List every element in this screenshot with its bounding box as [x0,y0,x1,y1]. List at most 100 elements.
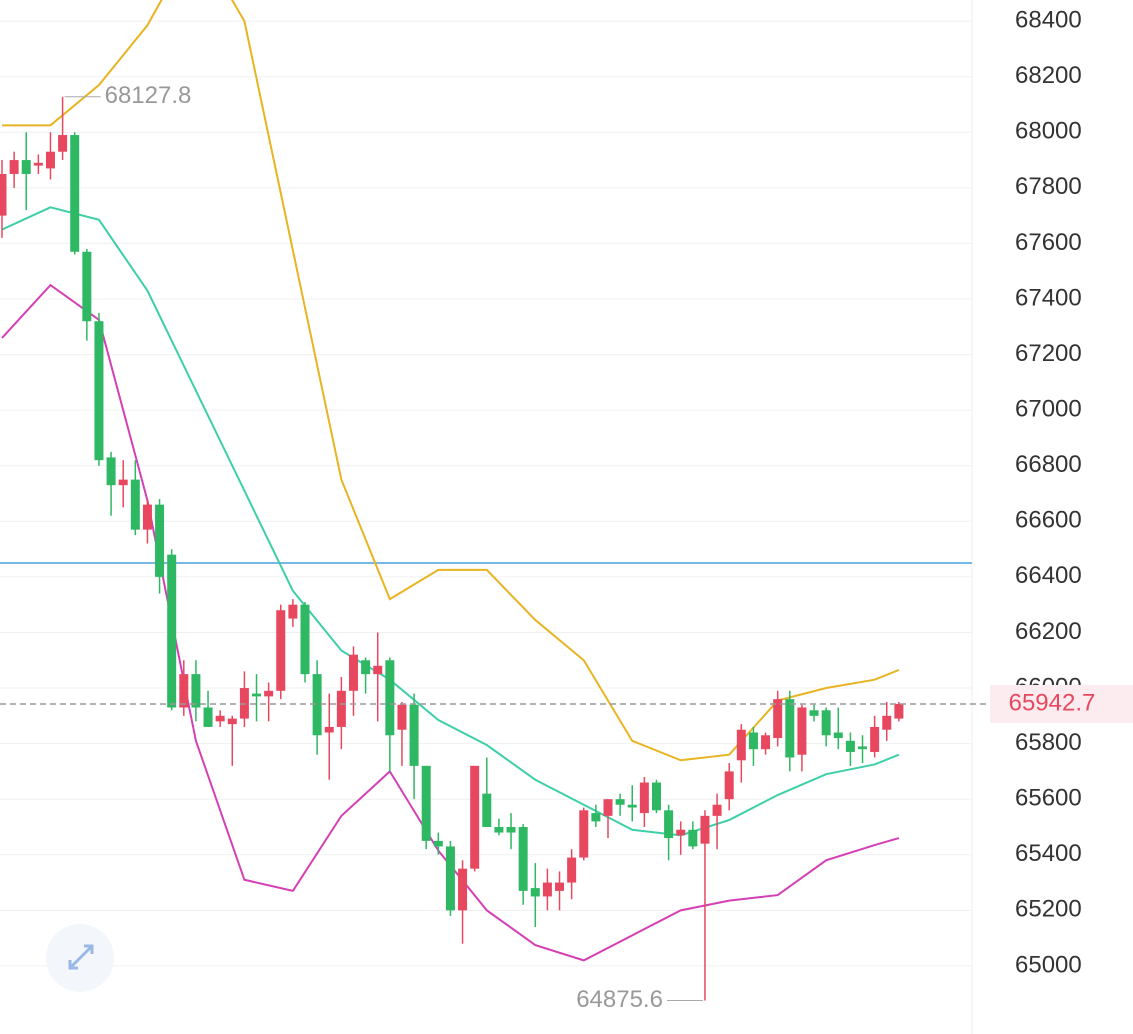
candle-body [215,715,225,722]
y-tick-label: 65400 [1015,840,1082,867]
candle-body [688,829,698,847]
y-tick-label: 66800 [1015,451,1082,478]
candle-body [518,826,528,891]
candle-body [700,815,710,844]
candle-body [494,826,504,833]
candle-body [761,735,771,750]
candle-body [191,674,201,708]
candle-body [300,604,310,675]
max-label: 68127.8 [105,82,192,109]
candle-body [433,840,443,847]
y-tick-label: 65000 [1015,951,1082,978]
candle-body [639,782,649,814]
candle-body [712,804,722,816]
candle-body [9,160,19,174]
candle-body [664,810,674,839]
candle-body [773,699,783,739]
candle-body [555,882,565,891]
y-tick-label: 67000 [1015,395,1082,422]
y-tick-label: 65800 [1015,729,1082,756]
last-price-box [990,684,1133,723]
y-tick-label: 68400 [1015,6,1082,33]
candle-body [736,729,746,761]
y-tick-label: 65600 [1015,785,1082,812]
candle-body [264,690,274,697]
candle-body [336,690,346,727]
candle-body [118,479,128,486]
candle-body [809,710,819,716]
candle-body [324,726,334,733]
candle-body [179,674,189,708]
candle-body [724,771,734,800]
y-tick-label: 65200 [1015,896,1082,923]
candle-body [482,793,492,827]
y-tick-label: 68200 [1015,62,1082,89]
y-tick-label: 66400 [1015,562,1082,589]
candle-body [445,846,455,911]
candle-body [882,715,892,730]
candle-body [579,810,589,858]
candle-body [33,162,43,166]
candle-body [615,799,625,805]
candle-body [797,707,807,755]
candle-body [785,699,795,758]
candle-body [142,504,152,530]
candle-body [276,610,286,691]
expand-button[interactable] [46,924,114,992]
grid [0,20,972,967]
candle-body [821,710,831,736]
candle-body [70,135,80,252]
candle-body [385,660,395,736]
candle-body [227,718,237,725]
candle-body [106,457,116,486]
candle-body [530,888,540,897]
candle-body [373,665,383,675]
candle-body [603,799,613,816]
y-tick-label: 67200 [1015,340,1082,367]
candle-body [45,151,55,169]
candle-body [155,504,165,577]
candle-body [348,654,358,691]
candle-body [894,703,904,719]
y-tick-label: 66200 [1015,618,1082,645]
candle-body [58,135,68,152]
candle-body [470,765,480,869]
candle-body [542,882,552,897]
candle-body [748,732,758,750]
candle-body [870,726,880,752]
candle-body [845,740,855,752]
candle-body [567,857,577,883]
candle-body [397,704,407,730]
y-tick-label: 66600 [1015,507,1082,534]
y-tick-label: 67400 [1015,284,1082,311]
candle-body [591,813,601,822]
candle-body [130,479,140,530]
candle-body [203,707,213,727]
candle-body [252,693,262,697]
candle-body [421,765,431,841]
y-tick-label: 68000 [1015,118,1082,145]
candle-body [676,829,686,836]
band-line [2,0,900,762]
candle-body [361,660,371,675]
candle-body [858,746,868,750]
last-price-label: 65942.7 [1009,689,1096,716]
y-tick-label: 67600 [1015,229,1082,256]
candle-body [94,321,104,461]
candle-body [651,782,661,811]
min-label: 64875.6 [576,986,663,1013]
candle-body [458,868,468,911]
candle-body [21,160,31,174]
candle-body [0,173,7,216]
candle-body [833,732,843,739]
candle-body [167,554,177,708]
candle-body [288,604,298,619]
y-tick-label: 67800 [1015,173,1082,200]
candle-body [506,826,516,833]
band-line [1,206,900,837]
candle-body [82,251,92,322]
candle-body [409,704,419,766]
candle-body [627,804,637,808]
candle-body [312,674,322,736]
